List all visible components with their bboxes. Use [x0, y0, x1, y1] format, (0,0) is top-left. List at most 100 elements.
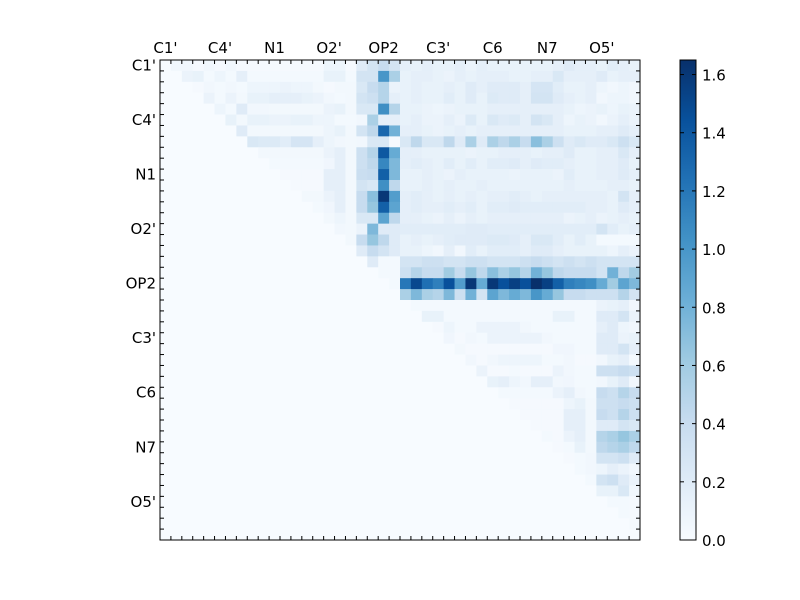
heatmap-cell: [552, 398, 565, 410]
heatmap-cell: [323, 332, 335, 345]
heatmap-cell: [421, 81, 434, 94]
heatmap-cell: [258, 180, 270, 192]
heatmap-cell: [410, 474, 423, 486]
heatmap-cell: [574, 70, 586, 83]
heatmap-cell: [389, 147, 401, 159]
heatmap-cell: [203, 169, 215, 181]
heatmap-cell: [345, 332, 357, 345]
heatmap-cell: [214, 518, 226, 530]
heatmap-cell: [476, 420, 488, 432]
heatmap-cell: [236, 321, 248, 334]
heatmap-cell: [192, 430, 205, 443]
heatmap-cell: [410, 452, 423, 465]
heatmap-cell: [421, 507, 434, 519]
heatmap-cell: [520, 300, 532, 312]
heatmap-cell: [454, 409, 466, 421]
heatmap-cell: [454, 332, 466, 345]
heatmap-cell: [181, 452, 194, 465]
heatmap-cell: [541, 212, 554, 225]
heatmap-cell: [203, 289, 215, 301]
heatmap-cell: [356, 289, 368, 301]
heatmap-cell: [541, 267, 554, 279]
heatmap-cell: [345, 169, 357, 181]
heatmap-cell: [487, 452, 499, 465]
heatmap-cell: [192, 485, 205, 497]
heatmap-cell: [607, 223, 619, 235]
heatmap-cell: [236, 354, 248, 366]
heatmap-cell: [443, 485, 455, 497]
heatmap-cell: [258, 190, 270, 203]
heatmap-cell: [400, 81, 412, 94]
heatmap-cell: [585, 518, 597, 530]
heatmap-cell: [596, 136, 608, 148]
heatmap-cell: [552, 103, 565, 115]
heatmap-cell: [312, 136, 325, 148]
heatmap-cell: [258, 430, 270, 443]
heatmap-cell: [476, 452, 488, 465]
heatmap-cell: [301, 147, 314, 159]
heatmap-cell: [181, 387, 194, 399]
heatmap-cell: [214, 190, 226, 203]
heatmap-cell: [225, 201, 237, 214]
heatmap-cell: [389, 125, 401, 137]
heatmap-cell: [356, 354, 368, 366]
heatmap-cell: [312, 365, 325, 377]
heatmap-cell: [574, 398, 586, 410]
heatmap-cell: [203, 212, 215, 225]
heatmap-cell: [432, 430, 445, 443]
heatmap-cell: [236, 158, 248, 170]
heatmap-cell: [487, 507, 499, 519]
heatmap-cell: [574, 441, 586, 454]
heatmap-cell: [498, 496, 510, 508]
heatmap-cell: [596, 245, 608, 257]
heatmap-cell: [596, 518, 608, 530]
y-tick-label: O2': [131, 220, 156, 238]
heatmap-cell: [290, 92, 303, 105]
heatmap-cell: [356, 420, 368, 432]
heatmap-cell: [596, 169, 608, 181]
heatmap-cell: [509, 278, 521, 290]
heatmap-cell: [629, 430, 641, 443]
heatmap-cell: [367, 60, 379, 72]
heatmap-cell: [530, 485, 543, 497]
heatmap-cell: [170, 60, 183, 72]
heatmap-cell: [509, 507, 521, 519]
heatmap-cell: [280, 136, 292, 148]
heatmap-cell: [443, 223, 455, 235]
heatmap-cell: [258, 92, 270, 105]
heatmap-cell: [181, 529, 194, 541]
heatmap-cell: [618, 180, 630, 192]
heatmap-cell: [367, 190, 379, 203]
heatmap-cell: [378, 485, 390, 497]
heatmap-cell: [312, 92, 325, 105]
heatmap-cell: [236, 256, 248, 268]
heatmap-cell: [552, 441, 565, 454]
heatmap-cell: [269, 201, 281, 214]
heatmap-cell: [596, 343, 608, 355]
heatmap-cell: [203, 81, 215, 94]
heatmap-cell: [421, 169, 434, 181]
heatmap-cell: [520, 70, 532, 83]
heatmap-cell: [290, 463, 303, 475]
heatmap-cell: [574, 365, 586, 377]
heatmap-cell: [541, 136, 554, 148]
heatmap-cell: [509, 430, 521, 443]
heatmap-cell: [552, 223, 565, 235]
heatmap-cell: [443, 354, 455, 366]
heatmap-cell: [312, 420, 325, 432]
heatmap-cell: [498, 147, 510, 159]
heatmap-cell: [465, 518, 477, 530]
heatmap-cell: [214, 529, 226, 541]
colorbar-tick-label: 0.2: [702, 474, 726, 492]
heatmap-cell: [618, 114, 630, 126]
heatmap-cell: [454, 376, 466, 388]
heatmap-cell: [181, 223, 194, 235]
axis-ticks: [159, 59, 641, 541]
heatmap-cell: [334, 398, 346, 410]
heatmap-cell: [487, 518, 499, 530]
heatmap-cell: [389, 234, 401, 246]
heatmap-cell: [400, 518, 412, 530]
heatmap-cell: [552, 60, 565, 72]
heatmap-cell: [203, 234, 215, 246]
